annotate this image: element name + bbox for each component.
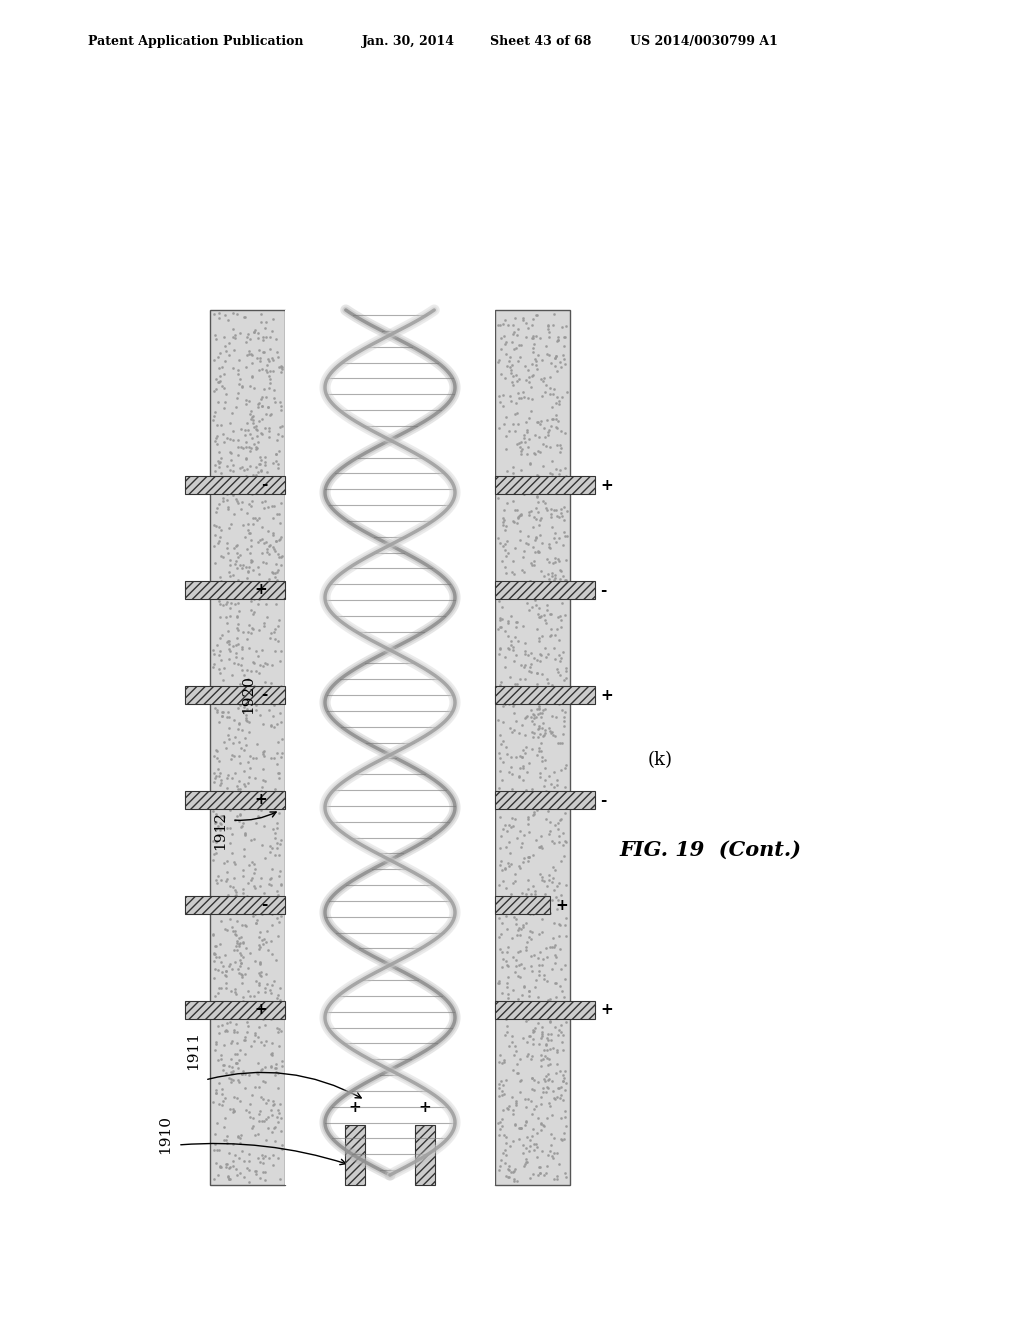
Text: 1920: 1920 — [241, 676, 255, 714]
Bar — [495, 896, 550, 913]
Bar — [285, 310, 495, 1185]
Text: (k): (k) — [647, 751, 673, 770]
Bar — [495, 477, 595, 494]
Text: +: + — [254, 1002, 267, 1018]
Bar — [495, 686, 595, 704]
Text: +: + — [419, 1100, 431, 1115]
Text: -: - — [261, 478, 267, 492]
Bar — [185, 581, 285, 599]
Bar — [495, 581, 595, 599]
Text: +: + — [600, 688, 612, 702]
Text: Jan. 30, 2014: Jan. 30, 2014 — [362, 36, 455, 48]
Text: -: - — [261, 898, 267, 912]
Text: +: + — [254, 792, 267, 808]
Bar — [495, 791, 595, 809]
Bar — [185, 896, 285, 913]
Bar — [415, 1125, 435, 1185]
Text: -: - — [261, 688, 267, 702]
Bar — [185, 1001, 285, 1019]
Bar — [210, 310, 285, 1185]
Text: +: + — [254, 582, 267, 598]
Text: +: + — [600, 478, 612, 492]
Text: 1911: 1911 — [186, 1031, 200, 1069]
Text: 1912: 1912 — [213, 810, 227, 850]
Text: US 2014/0030799 A1: US 2014/0030799 A1 — [630, 36, 778, 48]
Text: +: + — [600, 1002, 612, 1018]
Text: -: - — [600, 792, 606, 808]
Text: +: + — [555, 898, 567, 912]
Bar — [495, 1001, 595, 1019]
Text: Sheet 43 of 68: Sheet 43 of 68 — [490, 36, 592, 48]
Bar — [345, 1125, 365, 1185]
Text: 1910: 1910 — [158, 1115, 172, 1155]
Bar — [495, 310, 570, 1185]
Text: -: - — [600, 582, 606, 598]
Text: FIG. 19  (Cont.): FIG. 19 (Cont.) — [618, 840, 801, 861]
Text: +: + — [348, 1100, 361, 1115]
Bar — [185, 477, 285, 494]
Text: Patent Application Publication: Patent Application Publication — [88, 36, 303, 48]
Bar — [185, 686, 285, 704]
Bar — [185, 791, 285, 809]
